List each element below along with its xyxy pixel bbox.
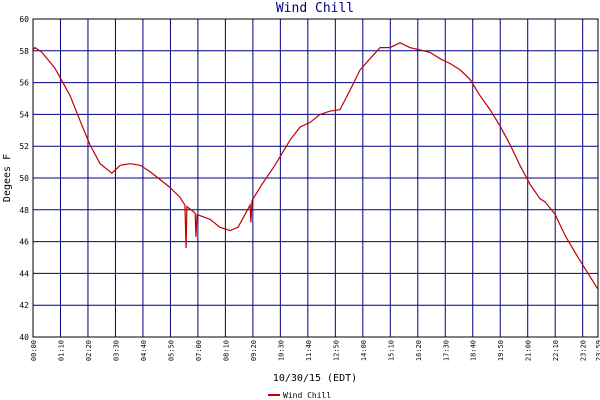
plot-border xyxy=(32,18,599,338)
y-tick-label: 60 xyxy=(19,15,29,24)
x-tick-label: 04:40 xyxy=(140,340,148,361)
x-tick-label: 22:10 xyxy=(552,340,560,361)
x-tick-label: 15:10 xyxy=(387,340,395,361)
x-tick-label: 18:40 xyxy=(470,340,478,361)
y-tick-label: 56 xyxy=(19,79,29,88)
x-tick-label: 09:20 xyxy=(250,340,258,361)
x-tick-label: 23:20 xyxy=(580,340,588,361)
x-tick-label: 23:59 xyxy=(595,340,600,361)
legend-label: Wind Chill xyxy=(283,391,331,400)
x-tick-label: 12:50 xyxy=(332,340,340,361)
x-tick-label: 05:50 xyxy=(167,340,175,361)
x-axis-label: 10/30/15 (EDT) xyxy=(273,373,357,384)
x-tick-label: 11:40 xyxy=(305,340,313,361)
chart-title: Wind Chill xyxy=(276,1,354,16)
x-tick-label: 17:30 xyxy=(442,340,450,361)
x-tick-label: 00:00 xyxy=(30,340,38,361)
y-tick-label: 40 xyxy=(19,333,29,342)
data-line xyxy=(32,42,599,290)
x-tick-label: 03:30 xyxy=(112,340,120,361)
x-tick-label: 07:00 xyxy=(195,340,203,361)
y-tick-label: 58 xyxy=(19,47,29,56)
y-tick-label: 52 xyxy=(19,142,29,151)
x-tick-label: 16:20 xyxy=(415,340,423,361)
x-tick-label: 14:00 xyxy=(360,340,368,361)
x-tick-label: 19:50 xyxy=(497,340,505,361)
x-tick-label: 02:20 xyxy=(85,340,93,361)
y-tick-label: 46 xyxy=(19,238,29,247)
x-tick-label: 01:10 xyxy=(57,340,65,361)
y-tick-label: 42 xyxy=(19,301,29,310)
y-axis-label: Degees F xyxy=(2,154,13,202)
y-tick-label: 54 xyxy=(19,110,29,119)
y-tick-label: 44 xyxy=(19,269,29,278)
y-tick-label: 48 xyxy=(19,206,29,215)
y-tick-label: 50 xyxy=(19,174,29,183)
x-tick-label: 21:00 xyxy=(525,340,533,361)
x-tick-label: 08:10 xyxy=(222,340,230,361)
x-tick-label: 10:30 xyxy=(277,340,285,361)
